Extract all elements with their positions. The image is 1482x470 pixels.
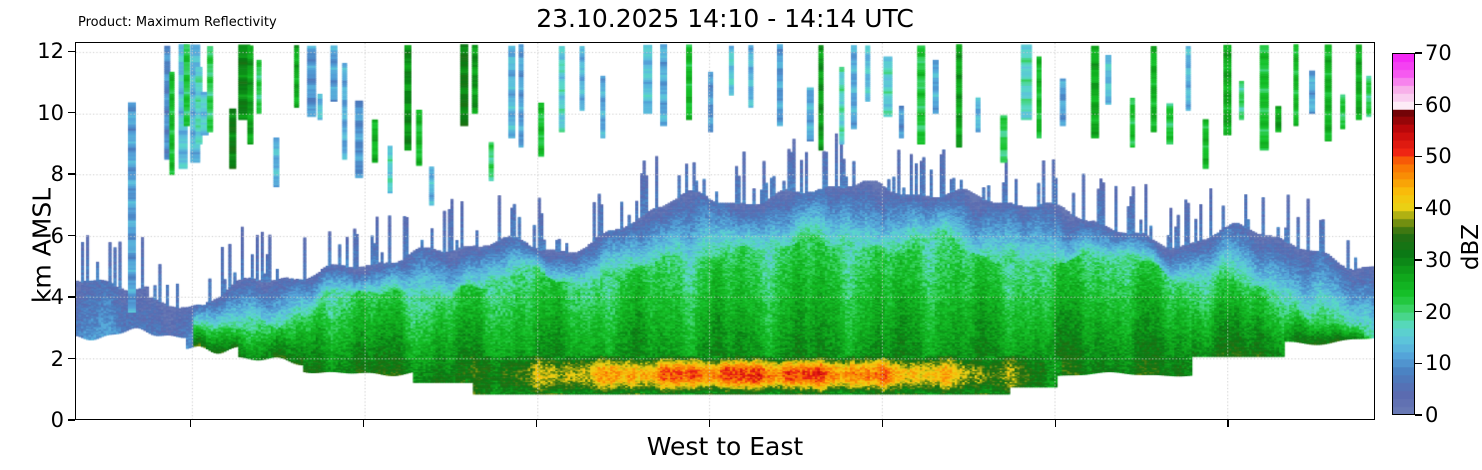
plot-area <box>75 42 1375 420</box>
colorbar-tick-label: 40 <box>1425 196 1452 221</box>
y-tick-label: 10 <box>37 100 64 125</box>
y-tick-label: 6 <box>50 223 64 248</box>
y-tick-mark <box>68 112 75 114</box>
colorbar-tick-label: 50 <box>1425 144 1452 169</box>
x-tick-mark <box>535 420 538 427</box>
colorbar-tick-mark <box>1415 414 1422 416</box>
colorbar-tick-label: 70 <box>1425 41 1452 65</box>
x-axis-label: West to East <box>646 432 804 461</box>
colorbar-tick-mark <box>1415 155 1422 158</box>
x-tick-mark <box>190 420 192 427</box>
colorbar-label: dBZ <box>1458 223 1482 271</box>
y-tick-mark <box>68 234 75 237</box>
colorbar-tick-label: 10 <box>1425 351 1452 376</box>
y-tick-mark <box>68 419 75 421</box>
y-tick-label: 4 <box>50 285 64 310</box>
colorbar-tick-mark <box>1415 104 1422 106</box>
colorbar-tick-label: 30 <box>1425 247 1452 272</box>
y-tick-label: 0 <box>50 408 64 432</box>
colorbar-tick-mark <box>1415 52 1422 54</box>
y-tick-label: 12 <box>37 39 64 64</box>
y-tick-mark <box>68 357 75 360</box>
y-tick-mark <box>68 296 75 298</box>
x-tick-mark <box>708 420 711 427</box>
y-tick-label: 2 <box>50 346 64 371</box>
y-tick-mark <box>68 173 75 175</box>
colorbar-tick-mark <box>1415 362 1422 364</box>
colorbar-tick-mark <box>1415 207 1422 209</box>
colorbar-tick-label: 20 <box>1425 299 1452 324</box>
x-tick-mark <box>881 420 883 427</box>
y-tick-mark <box>68 50 75 52</box>
colorbar-tick-label: 0 <box>1425 403 1439 427</box>
y-tick-label: 8 <box>50 162 64 187</box>
x-tick-mark <box>362 420 365 427</box>
colorbar-tick-label: 60 <box>1425 92 1452 117</box>
x-tick-mark <box>1054 420 1056 427</box>
colorbar-tick-mark <box>1415 310 1422 313</box>
colorbar-gradient <box>1393 54 1414 414</box>
product-label: Product: Maximum Reflectivity <box>78 15 277 30</box>
x-tick-mark <box>1227 420 1229 427</box>
reflectivity-heatmap <box>76 43 1374 419</box>
colorbar-tick-mark <box>1415 259 1422 261</box>
colorbar <box>1392 53 1415 415</box>
page-title: 23.10.2025 14:10 - 14:14 UTC <box>536 4 914 33</box>
